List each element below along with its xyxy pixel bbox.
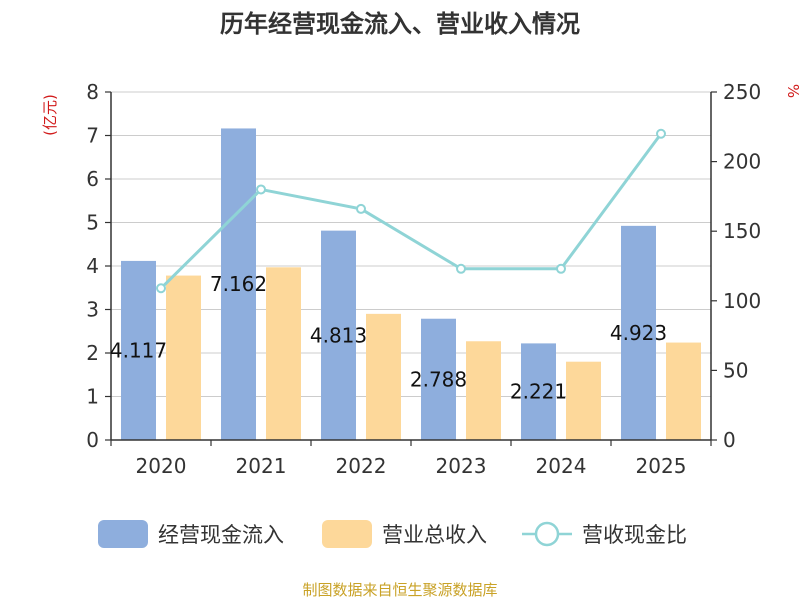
- ratio-line: [159, 132, 663, 290]
- cash-inflow-data-label: 2.221: [510, 380, 567, 404]
- ratio-point: [656, 128, 666, 139]
- ratio-point: [456, 263, 466, 274]
- revenue-bar: [466, 341, 501, 440]
- data-labels-layer: 4.117 7.162 4.813 2.788 2.221 4.923: [110, 272, 667, 403]
- left-axis-tick-label: 7: [86, 124, 99, 148]
- left-axis-tick-label: 0: [86, 428, 99, 452]
- left-axis-tick-label: 6: [86, 167, 99, 191]
- left-axis-tick-label: 1: [86, 385, 99, 409]
- cash-inflow-bar: [521, 343, 556, 440]
- legend-swatch-revenue: [322, 520, 372, 548]
- left-axis-tick-label: 8: [86, 80, 99, 104]
- legend-swatch-cash-inflow: [98, 520, 148, 548]
- cash-inflow-data-label: 4.813: [310, 323, 367, 347]
- cash-inflow-bar: [321, 230, 356, 440]
- left-axis-tick-label: 2: [86, 341, 99, 365]
- x-axis-tick-label: 2025: [636, 454, 687, 478]
- right-axis-tick-label: 150: [723, 219, 761, 243]
- legend: 经营现金流入 营业总收入 营收现金比: [98, 520, 687, 548]
- x-axis-tick-label: 2023: [436, 454, 487, 478]
- ratio-point: [256, 184, 266, 195]
- legend-label-ratio: 营收现金比: [582, 523, 687, 547]
- chart-title: 历年经营现金流入、营业收入情况: [220, 10, 580, 38]
- right-axis-tick-label: 200: [723, 150, 761, 174]
- right-axis-tick-label: 50: [723, 358, 748, 382]
- left-axis-unit: (亿元): [41, 94, 59, 136]
- legend-label-revenue: 营业总收入: [382, 523, 487, 547]
- right-axis-tick-label: 250: [723, 80, 761, 104]
- legend-swatch-ratio-marker: [534, 521, 560, 547]
- source-note: 制图数据来自恒生聚源数据库: [302, 581, 497, 599]
- axes-layer: 0 1 2 3 4 5 6 7 8 0 50 100 150 200 250 2020 2021 2022 2023…: [86, 80, 761, 478]
- right-axis-tick-label: 0: [723, 428, 736, 452]
- ratio-line-layer: [156, 128, 666, 294]
- x-axis-tick-label: 2021: [236, 454, 287, 478]
- left-axis-tick-label: 5: [86, 211, 99, 235]
- legend-label-cash-inflow: 经营现金流入: [158, 523, 284, 547]
- bars-layer: [121, 128, 701, 440]
- cash-inflow-data-label: 4.923: [610, 321, 667, 345]
- right-axis-unit: %: [784, 84, 800, 98]
- revenue-bar: [666, 342, 701, 440]
- gridlines: [111, 91, 711, 397]
- cash-inflow-bar: [621, 225, 656, 440]
- ratio-point: [156, 283, 166, 294]
- x-axis-tick-label: 2020: [136, 454, 187, 478]
- x-axis-tick-label: 2024: [536, 454, 587, 478]
- revenue-bar: [266, 267, 301, 440]
- cash-inflow-bar: [221, 128, 256, 440]
- left-axis-tick-label: 4: [86, 254, 99, 278]
- ratio-point: [356, 203, 366, 214]
- left-axis-tick-label: 3: [86, 298, 99, 322]
- ratio-point: [556, 263, 566, 274]
- cash-inflow-data-label: 7.162: [210, 272, 267, 296]
- cash-inflow-bar: [121, 260, 156, 440]
- revenue-bar: [566, 361, 601, 440]
- x-axis-tick-label: 2022: [336, 454, 387, 478]
- revenue-bar: [366, 313, 401, 440]
- cash-inflow-data-label: 2.788: [410, 367, 467, 391]
- cash-inflow-data-label: 4.117: [110, 338, 167, 362]
- right-axis-tick-label: 100: [723, 289, 761, 313]
- revenue-bar: [166, 275, 201, 440]
- cash-inflow-bar: [421, 318, 456, 440]
